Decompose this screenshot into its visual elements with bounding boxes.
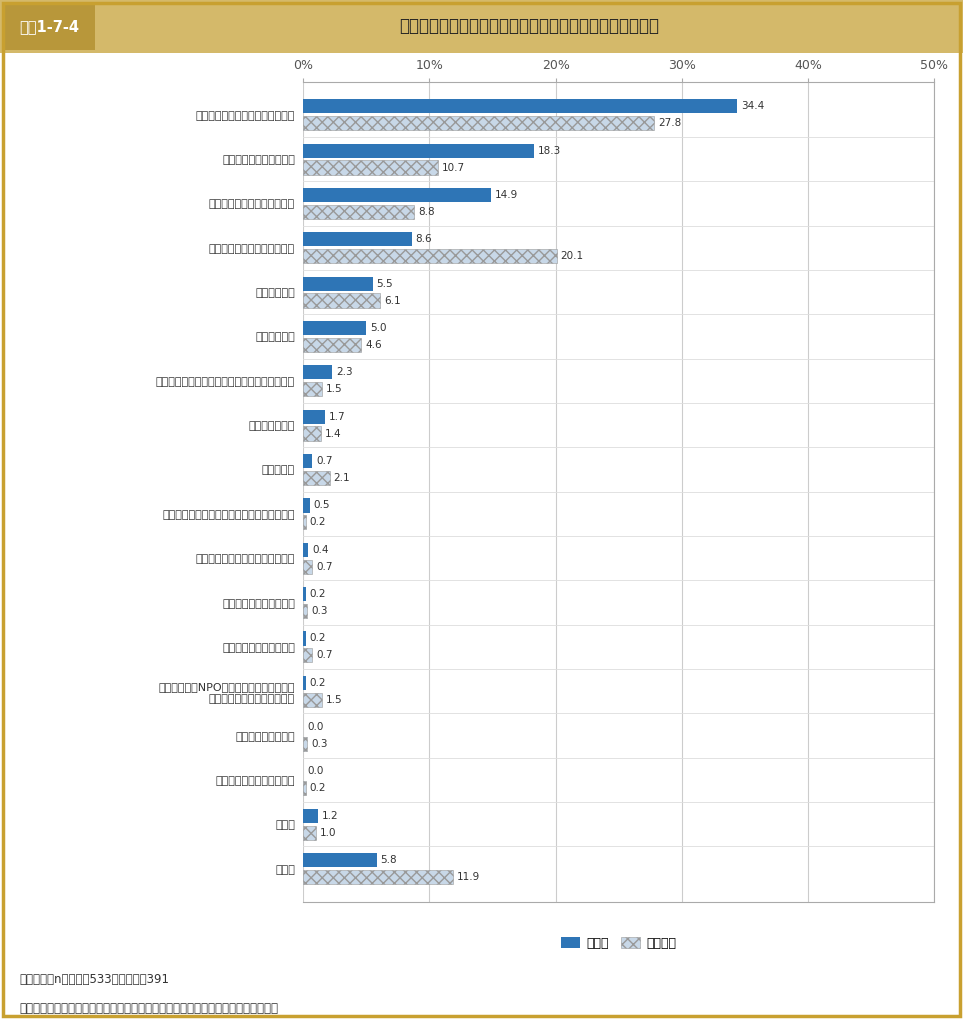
Bar — [303, 632, 306, 645]
Bar — [303, 809, 319, 823]
Bar — [303, 293, 380, 308]
Bar — [303, 116, 654, 130]
Bar — [303, 144, 534, 158]
Bar — [303, 516, 306, 529]
Bar — [303, 559, 312, 574]
Text: 図表1-7-4: 図表1-7-4 — [19, 19, 80, 34]
Bar — [303, 187, 491, 202]
Text: 単数回答、n：大企業533、中堅企業391: 単数回答、n：大企業533、中堅企業391 — [19, 973, 169, 986]
Bar — [303, 782, 306, 796]
Bar — [303, 471, 330, 485]
Bar — [303, 205, 414, 219]
Text: 6.1: 6.1 — [384, 296, 401, 306]
Text: 11.9: 11.9 — [457, 872, 481, 882]
Bar — [303, 604, 307, 619]
Bar — [303, 232, 412, 247]
Bar — [303, 587, 306, 601]
Bar — [303, 825, 316, 840]
Text: 0.4: 0.4 — [312, 545, 328, 554]
Text: 5.8: 5.8 — [380, 855, 397, 865]
Bar — [303, 648, 312, 662]
Text: 4.6: 4.6 — [365, 340, 381, 350]
Text: 2.3: 2.3 — [336, 368, 352, 377]
Text: 8.6: 8.6 — [416, 234, 432, 245]
Bar — [303, 410, 325, 424]
Bar — [303, 338, 361, 352]
Legend: 大企業, 中堅企業: 大企業, 中堅企業 — [557, 931, 681, 955]
Text: 0.2: 0.2 — [310, 589, 326, 599]
Text: 0.0: 0.0 — [307, 766, 324, 776]
Text: 0.2: 0.2 — [310, 518, 326, 527]
Bar — [303, 454, 312, 468]
Text: 18.3: 18.3 — [538, 146, 561, 156]
Text: 対象：事業継続計画（ＢＣＰ）を策定済み、策定中または策定を予定している企業: 対象：事業継続計画（ＢＣＰ）を策定済み、策定中または策定を予定している企業 — [19, 1002, 278, 1015]
Text: 14.9: 14.9 — [495, 190, 518, 200]
Bar — [303, 676, 306, 690]
Text: 5.5: 5.5 — [377, 279, 393, 288]
Bar — [303, 870, 454, 884]
Text: 0.2: 0.2 — [310, 678, 326, 688]
Text: ＢＣＰを策定（予定）した最も大きなきっかけの回答状況: ＢＣＰを策定（予定）した最も大きなきっかけの回答状況 — [400, 17, 660, 36]
Text: 10.7: 10.7 — [442, 163, 465, 172]
Text: 1.5: 1.5 — [326, 695, 343, 704]
Bar — [303, 382, 323, 396]
Text: 20.1: 20.1 — [560, 252, 584, 261]
Text: 34.4: 34.4 — [742, 101, 765, 111]
Text: 1.2: 1.2 — [323, 811, 339, 820]
Text: 1.4: 1.4 — [325, 429, 342, 438]
Bar — [303, 321, 366, 335]
Bar — [303, 693, 323, 707]
Text: 2.1: 2.1 — [333, 473, 351, 483]
Bar — [303, 276, 373, 290]
Text: 8.8: 8.8 — [418, 207, 434, 217]
Text: 0.2: 0.2 — [310, 634, 326, 643]
Bar — [303, 160, 438, 174]
Text: 0.0: 0.0 — [307, 722, 324, 732]
Text: 1.0: 1.0 — [320, 827, 336, 838]
Text: 0.3: 0.3 — [311, 606, 327, 615]
Text: 0.7: 0.7 — [316, 457, 332, 466]
Bar — [4, 3, 95, 50]
Text: 1.5: 1.5 — [326, 384, 343, 394]
Bar — [303, 498, 310, 513]
Text: 0.7: 0.7 — [316, 561, 332, 572]
Bar — [303, 737, 307, 751]
Text: 1.7: 1.7 — [328, 412, 345, 422]
Text: 0.2: 0.2 — [310, 784, 326, 794]
Text: 27.8: 27.8 — [658, 118, 681, 128]
Bar — [303, 249, 557, 263]
Text: 0.7: 0.7 — [316, 650, 332, 660]
Bar — [303, 853, 377, 867]
Text: 0.3: 0.3 — [311, 739, 327, 749]
Bar — [303, 543, 308, 556]
Bar — [303, 365, 332, 379]
Text: 0.5: 0.5 — [313, 500, 330, 511]
Bar — [303, 99, 738, 113]
Bar — [303, 427, 321, 440]
Text: 5.0: 5.0 — [370, 323, 387, 333]
